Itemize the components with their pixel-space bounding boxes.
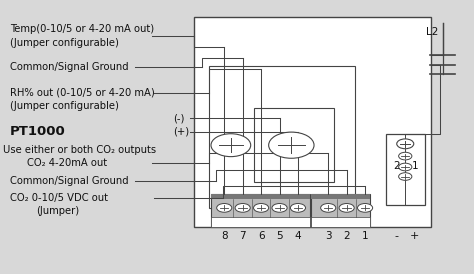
FancyBboxPatch shape <box>211 217 310 227</box>
Circle shape <box>399 152 412 160</box>
Circle shape <box>217 204 232 212</box>
Text: 1: 1 <box>411 161 418 171</box>
Circle shape <box>254 204 269 212</box>
Text: (Jumper): (Jumper) <box>36 206 79 216</box>
FancyBboxPatch shape <box>194 17 431 227</box>
FancyBboxPatch shape <box>254 109 334 182</box>
Text: Temp(0-10/5 or 4-20 mA out): Temp(0-10/5 or 4-20 mA out) <box>10 24 154 34</box>
Text: (Jumper configurable): (Jumper configurable) <box>10 38 119 48</box>
Circle shape <box>399 173 412 180</box>
Text: (-): (-) <box>173 113 184 124</box>
Circle shape <box>399 163 412 171</box>
FancyBboxPatch shape <box>311 194 370 199</box>
Text: L2: L2 <box>426 27 438 37</box>
Circle shape <box>397 139 414 149</box>
FancyBboxPatch shape <box>211 194 310 227</box>
Text: 2: 2 <box>343 231 350 241</box>
Circle shape <box>339 204 354 212</box>
Circle shape <box>291 204 306 212</box>
Circle shape <box>211 134 251 157</box>
Text: (+): (+) <box>173 127 189 136</box>
Text: +: + <box>410 231 419 241</box>
Circle shape <box>320 204 336 212</box>
Circle shape <box>357 204 373 212</box>
Text: Common/Signal Ground: Common/Signal Ground <box>10 62 129 73</box>
Text: 5: 5 <box>276 231 283 241</box>
Text: CO₂ 0-10/5 VDC out: CO₂ 0-10/5 VDC out <box>10 193 108 202</box>
Text: 3: 3 <box>325 231 331 241</box>
FancyBboxPatch shape <box>311 194 370 227</box>
Text: Use either or both CO₂ outputs: Use either or both CO₂ outputs <box>3 145 156 155</box>
Text: -: - <box>395 231 399 241</box>
Text: 7: 7 <box>239 231 246 241</box>
Circle shape <box>235 204 250 212</box>
Text: 1: 1 <box>362 231 368 241</box>
Text: Common/Signal Ground: Common/Signal Ground <box>10 176 129 185</box>
Text: 8: 8 <box>221 231 228 241</box>
FancyBboxPatch shape <box>209 66 355 208</box>
FancyBboxPatch shape <box>386 134 425 205</box>
Text: (Jumper configurable): (Jumper configurable) <box>10 101 119 111</box>
Text: 4: 4 <box>295 231 301 241</box>
Text: CO₂ 4-20mA out: CO₂ 4-20mA out <box>27 158 107 168</box>
FancyBboxPatch shape <box>211 194 310 199</box>
Circle shape <box>272 204 287 212</box>
Text: RH% out (0-10/5 or 4-20 mA): RH% out (0-10/5 or 4-20 mA) <box>10 87 155 97</box>
Text: 2: 2 <box>393 161 400 171</box>
FancyBboxPatch shape <box>311 217 370 227</box>
Text: PT1000: PT1000 <box>10 125 66 138</box>
Circle shape <box>269 132 314 158</box>
Text: 6: 6 <box>258 231 264 241</box>
